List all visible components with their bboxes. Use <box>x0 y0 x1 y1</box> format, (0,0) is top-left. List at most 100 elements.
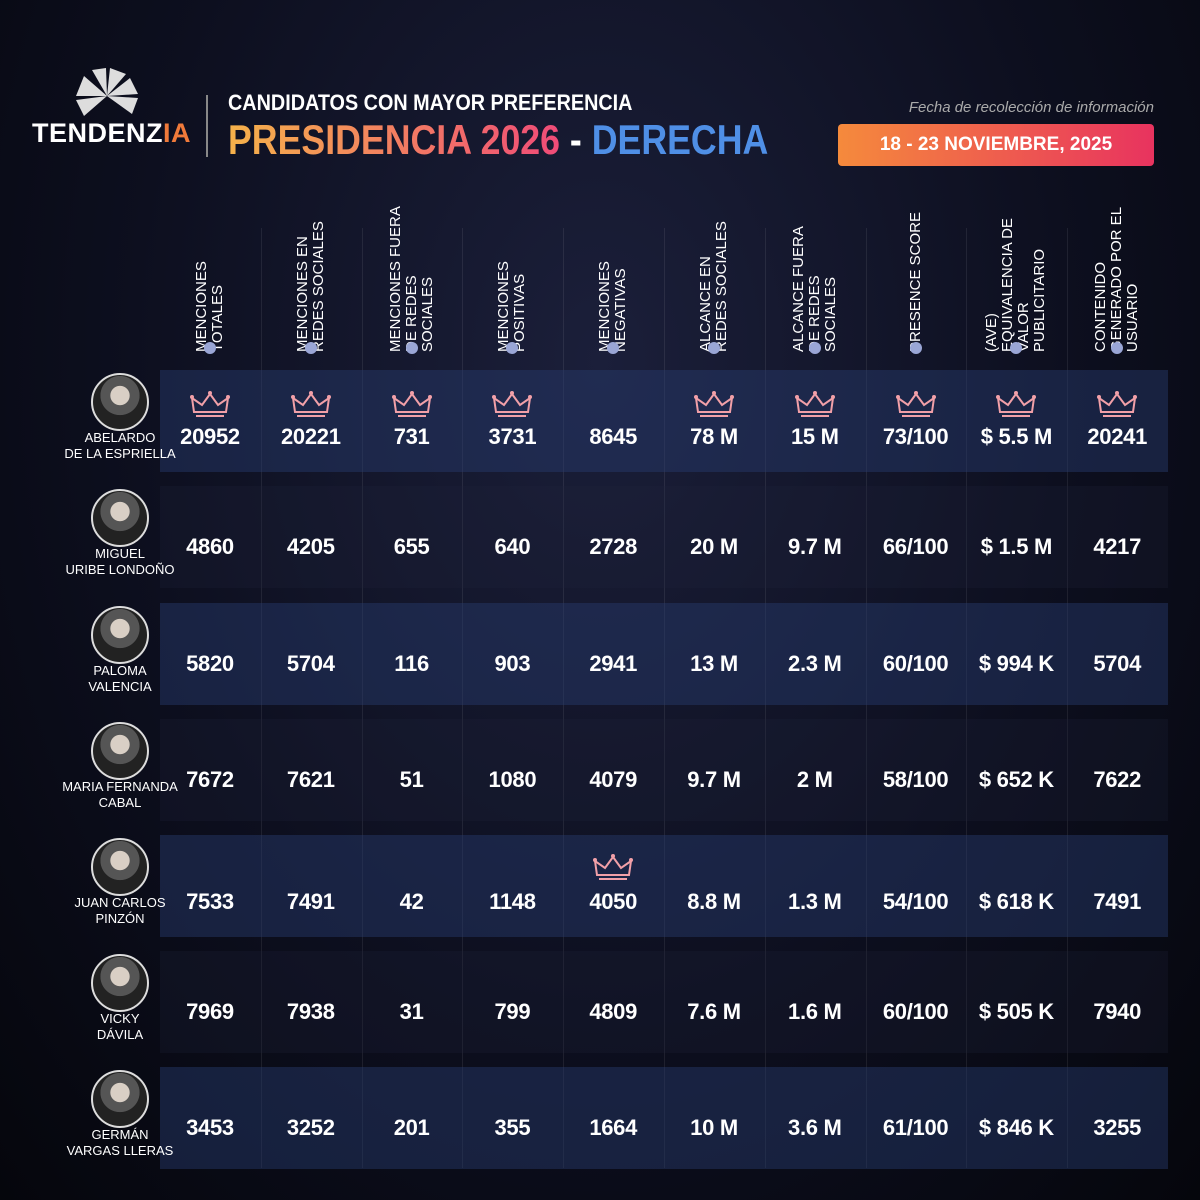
cell-value: 1.6 M <box>788 999 842 1024</box>
logo: TENDENZIA <box>32 118 191 149</box>
row-background <box>160 719 1168 821</box>
column-icon <box>909 342 922 354</box>
logo-text: TENDENZ <box>32 118 163 148</box>
cell-value: 3453 <box>186 1115 234 1140</box>
column-icon <box>405 342 418 354</box>
crown-icon <box>289 390 333 422</box>
crown-icon <box>692 390 736 422</box>
column-header: MENCIONES TOTALES <box>170 182 250 352</box>
cell-value: 640 <box>494 534 531 559</box>
column-label: MENCIONES POSITIVAS <box>495 261 529 352</box>
cell-value: 13 M <box>690 651 738 676</box>
candidate-name: ABELARDO DE LA ESPRIELLA <box>55 430 185 462</box>
column-icon <box>708 342 720 354</box>
logo-text: IA <box>163 118 191 148</box>
title: PRESIDENCIA 2026 - DERECHA <box>228 116 768 164</box>
column-separator <box>1067 228 1069 1168</box>
cell-value: 7969 <box>186 999 234 1024</box>
row-background <box>160 486 1168 588</box>
name-line: JUAN CARLOS <box>74 895 166 910</box>
title-separator: - <box>569 116 582 163</box>
cell-value: 4860 <box>186 534 234 559</box>
column-header: CONTENIDO GENERADO POR EL USUARIO <box>1077 182 1157 352</box>
cell-value: 20952 <box>180 424 240 449</box>
cell-value: 7491 <box>1093 889 1142 914</box>
candidate-photo <box>91 489 149 547</box>
cell-value: 2941 <box>589 651 638 676</box>
name-line: PINZÓN <box>95 911 145 926</box>
name-line: PALOMA <box>93 663 147 678</box>
cell-value: 3255 <box>1093 1115 1142 1140</box>
cell-value: $ 505 K <box>978 999 1054 1024</box>
cell-value: 9.7 M <box>788 534 842 559</box>
row-background <box>160 951 1168 1053</box>
cell-value: 4050 <box>589 889 638 914</box>
cell-value: 5704 <box>286 651 335 676</box>
column-icon <box>204 342 216 354</box>
column-separator <box>462 228 464 1168</box>
cell-value: $ 846 K <box>978 1115 1054 1140</box>
crown-icon <box>490 390 534 422</box>
cell-value: 31 <box>399 999 424 1024</box>
cell-value: $ 652 K <box>978 767 1054 792</box>
crown-icon <box>894 390 938 422</box>
column-separator <box>865 228 867 1168</box>
name-line: DE LA ESPRIELLA <box>64 446 176 461</box>
name-line: DÁVILA <box>96 1027 144 1042</box>
column-header: ALCANCE FUERA DE REDES SOCIALES <box>775 182 855 352</box>
name-line: VALENCIA <box>88 679 152 694</box>
cell-value: 116 <box>394 651 429 676</box>
candidate-photo <box>91 838 149 896</box>
column-icon <box>1010 342 1023 354</box>
row-background <box>160 603 1168 705</box>
candidate-photo <box>91 954 149 1012</box>
crown-icon <box>1095 390 1139 422</box>
column-label: CONTENIDO GENERADO POR EL USUARIO <box>1092 207 1142 352</box>
cell-value: 54/100 <box>882 889 949 914</box>
candidate-name: VICKY DÁVILA <box>55 1011 185 1043</box>
cell-value: 58/100 <box>882 767 949 792</box>
column-header: MENCIONES NEGATIVAS <box>573 182 653 352</box>
cell-value: 3731 <box>488 424 537 449</box>
name-line: ABELARDO <box>84 430 156 445</box>
column-label: ALCANCE EN REDES SOCIALES <box>697 221 730 352</box>
cell-value: 903 <box>494 651 531 676</box>
column-separator <box>260 228 262 1168</box>
cell-value: 7.6 M <box>687 999 741 1024</box>
row-background <box>160 370 1168 472</box>
date-label: Fecha de recolección de información <box>908 99 1154 116</box>
crown-icon <box>188 390 232 422</box>
cell-value: 7672 <box>186 767 234 792</box>
cell-value: $ 618 K <box>978 889 1054 914</box>
cell-value: 20221 <box>280 424 341 449</box>
date-badge: 18 - 23 NOVIEMBRE, 2025 <box>838 124 1154 166</box>
divider <box>206 95 208 157</box>
column-separator <box>966 228 968 1168</box>
column-header: (AVE) EQUIVALENCIA DE VALOR PUBLICITARIO <box>976 182 1056 352</box>
column-separator <box>361 228 363 1168</box>
column-icon <box>506 342 519 354</box>
candidate-name: MARIA FERNANDA CABAL <box>55 779 185 811</box>
candidate-name: MIGUEL URIBE LONDOÑO <box>55 546 185 578</box>
column-icon <box>304 342 317 354</box>
column-label: (AVE) EQUIVALENCIA DE VALOR PUBLICITARIO <box>983 218 1049 352</box>
cell-value: 7938 <box>286 999 335 1024</box>
cell-value: $ 5.5 M <box>980 424 1053 449</box>
cell-value: 1080 <box>488 767 537 792</box>
name-line: VICKY <box>100 1011 140 1026</box>
row-background <box>160 1067 1168 1169</box>
cell-value: 2 M <box>796 767 833 792</box>
cell-value: 8645 <box>589 424 638 449</box>
cell-value: 10 M <box>690 1115 738 1140</box>
name-line: CABAL <box>98 795 142 810</box>
cell-value: 5820 <box>186 651 234 676</box>
crown-icon <box>591 853 635 885</box>
column-icon <box>1111 342 1124 354</box>
column-icon <box>607 342 620 354</box>
cell-value: 4217 <box>1093 534 1142 559</box>
column-label: ALCANCE FUERA DE REDES SOCIALES <box>789 226 839 352</box>
cell-value: 61/100 <box>882 1115 949 1140</box>
cell-value: 42 <box>399 889 424 914</box>
cell-value: 1.3 M <box>788 889 842 914</box>
